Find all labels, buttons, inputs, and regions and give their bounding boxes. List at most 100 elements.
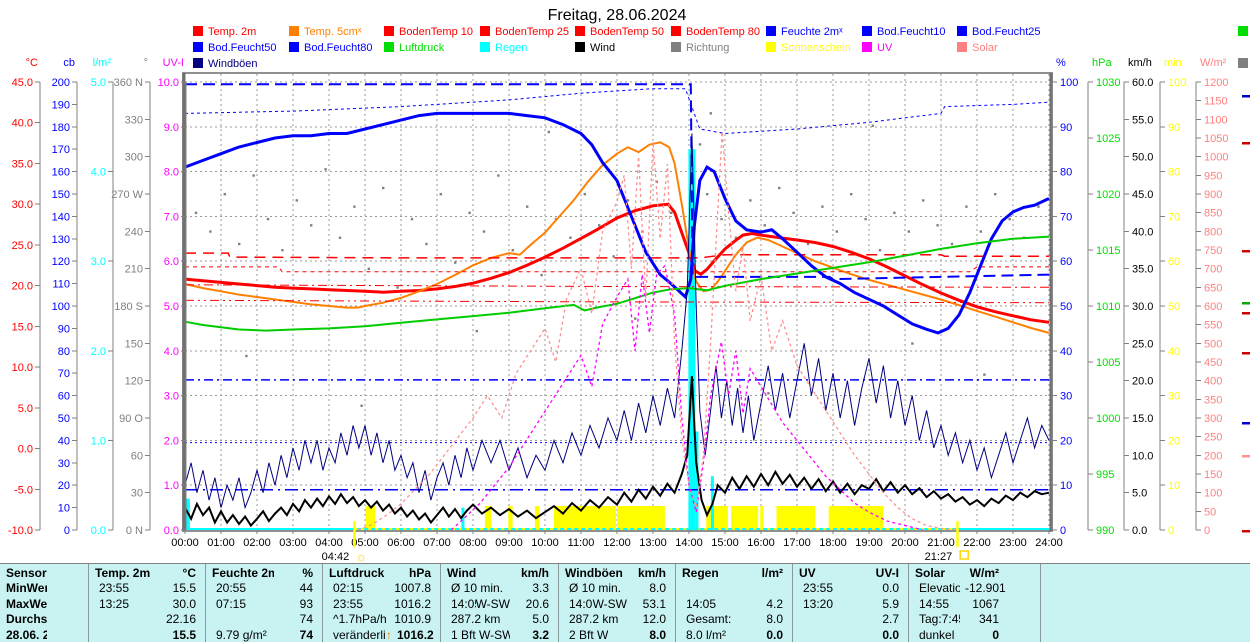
axis-title-uv: UV-I [163,57,184,69]
direction-dot [734,236,738,239]
cell-value [52,612,86,627]
cell-windb-en-minwert: Ø 10 min. 8.0 [569,581,666,596]
stats-table: SensorMinWertMaxWertDurchschnitt28.06. 2… [0,563,1250,642]
direction-dot [878,249,882,252]
cell-regen-28-06-23-55: 8.0 l/m² 0.0 [686,628,783,643]
x-label: 23:00 [999,537,1027,549]
cell-text: 2 Bft W [569,627,609,642]
windb-en-swatch-icon [193,58,203,68]
axis-title-pct: % [1056,57,1066,69]
axis-label-cb: 180 [52,122,70,134]
direction-dot [367,267,370,271]
legend-label: Temp. 2m [208,26,257,38]
legend-item-sonnenschein: Sonnenschein [766,42,851,54]
axis-label-wm2: 100 [1204,488,1222,500]
cell-uv-28-06-23-55: 0.0 [803,628,899,643]
axis-label-deg: 150 [125,338,143,350]
cell-wind-minwert: Ø 10 min. 3.3 [451,581,549,596]
x-label: 08:00 [459,537,487,549]
cell-text: Ø 10 min. [569,581,622,596]
cell-regen-minwert [686,581,783,596]
axis-label-pct: 50 [1060,301,1072,313]
cell-value: hPa [408,566,431,580]
direction-dot [209,230,212,233]
axis-label-kmh: 0.0 [1132,525,1147,537]
series-feuchte-2m [184,111,1050,335]
legend-item-windb-en: Windböen [193,58,258,70]
direction-dot [266,217,270,221]
cell-value: -12.901 [965,581,1006,596]
legend-item-cutoff [1238,58,1250,70]
direction-dot [1008,217,1011,221]
axis-label-pct: 90 [1060,122,1072,134]
axis-label-cb: 120 [52,256,70,268]
x-label: 10:00 [531,537,559,549]
direction-dot [626,199,630,202]
cell-value: 30.0 [172,596,196,611]
x-label: 03:00 [279,537,307,549]
edge-mark [1242,352,1250,355]
axis-label-min: 60 [1168,256,1180,268]
table-separator [675,564,676,642]
axis-label-kmh: 55.0 [1132,114,1153,126]
cell-text: 13:20 [803,596,834,611]
cell-value: 8.0 [649,627,666,642]
axis-label-temp: 0.0 [18,444,33,456]
regen-swatch-icon [480,42,490,52]
cell-text: 23:55 [99,581,130,596]
cell-feuchte-2m-maxwert: 07:15 93 [216,597,313,612]
direction-dot [410,217,414,221]
cell-text: Wind [447,566,477,580]
direction-dot [382,186,385,190]
axis-label-hpa: 990 [1096,525,1114,537]
cell-text: Luftdruck [329,566,385,580]
direction-dot [310,224,313,227]
table-separator [1040,564,1041,642]
axis-label-deg: 360 N [114,77,143,89]
cell-wind-maxwert: 14:05W-SW 20.6 [451,597,549,612]
direction-dot [936,224,939,227]
axis-label-deg: 270 W [111,189,143,201]
cell-value: 8.0 [766,612,783,627]
cell-value: 341 [978,612,999,627]
cell-text: 8.0 l/m² [686,627,727,642]
x-label: 00:00 [171,537,199,549]
col-header-uv: UV UV-I [799,566,899,581]
axis-label-temp: 5.0 [18,403,33,415]
col-header-luftdruck: Luftdruck hPa [329,566,431,581]
cell-text: veränderlich [333,627,386,642]
chart-title: Freitag, 28.06.2024 [547,7,687,24]
row-label-28-06-23-55: 28.06. 23:55 [6,628,86,643]
axis-label-lm2: 4.0 [91,167,106,179]
cell-text: MinWert [6,581,47,596]
direction-dot [983,373,986,376]
cell-value: 8.0 [649,581,666,596]
axis-label-cb: 20 [58,480,70,492]
legend-item-bod-feucht50: Bod.Feucht50 [193,42,277,54]
axis-label-wm2: 500 [1204,338,1222,350]
axis-label-wm2: 600 [1204,301,1222,313]
axis-label-pct: 100 [1060,77,1078,89]
axis-label-uv: 7.0 [164,211,179,223]
axis-label-wm2: 350 [1204,394,1222,406]
axis-label-wm2: 700 [1204,264,1222,276]
legend-item-temp-5cm: Temp. 5cmˣ [289,26,361,38]
axis-title-hpa: hPa [1092,57,1112,69]
direction-dot [475,329,478,333]
cell-value: 74 [299,612,313,627]
sunshine-bar [484,506,491,529]
legend-label: Bod.Feucht25 [972,26,1041,38]
legend-label: Bod.Feucht10 [877,26,946,38]
axis-label-deg: 60 [131,450,143,462]
cell-text: Regen [682,566,719,580]
cell-regen-maxwert: 14:05 4.2 [686,597,783,612]
rain-bar [695,431,699,530]
cell-value: 20.6 [525,596,549,611]
axis-label-uv: 3.0 [164,391,179,403]
swatch-icon [1238,58,1248,68]
cell-text: 28.06. 23:55 [6,627,47,642]
axis-label-wm2: 50 [1204,506,1216,518]
axis-label-wm2: 200 [1204,450,1222,462]
col-header-feuchte-2m: Feuchte 2m% [212,566,313,581]
